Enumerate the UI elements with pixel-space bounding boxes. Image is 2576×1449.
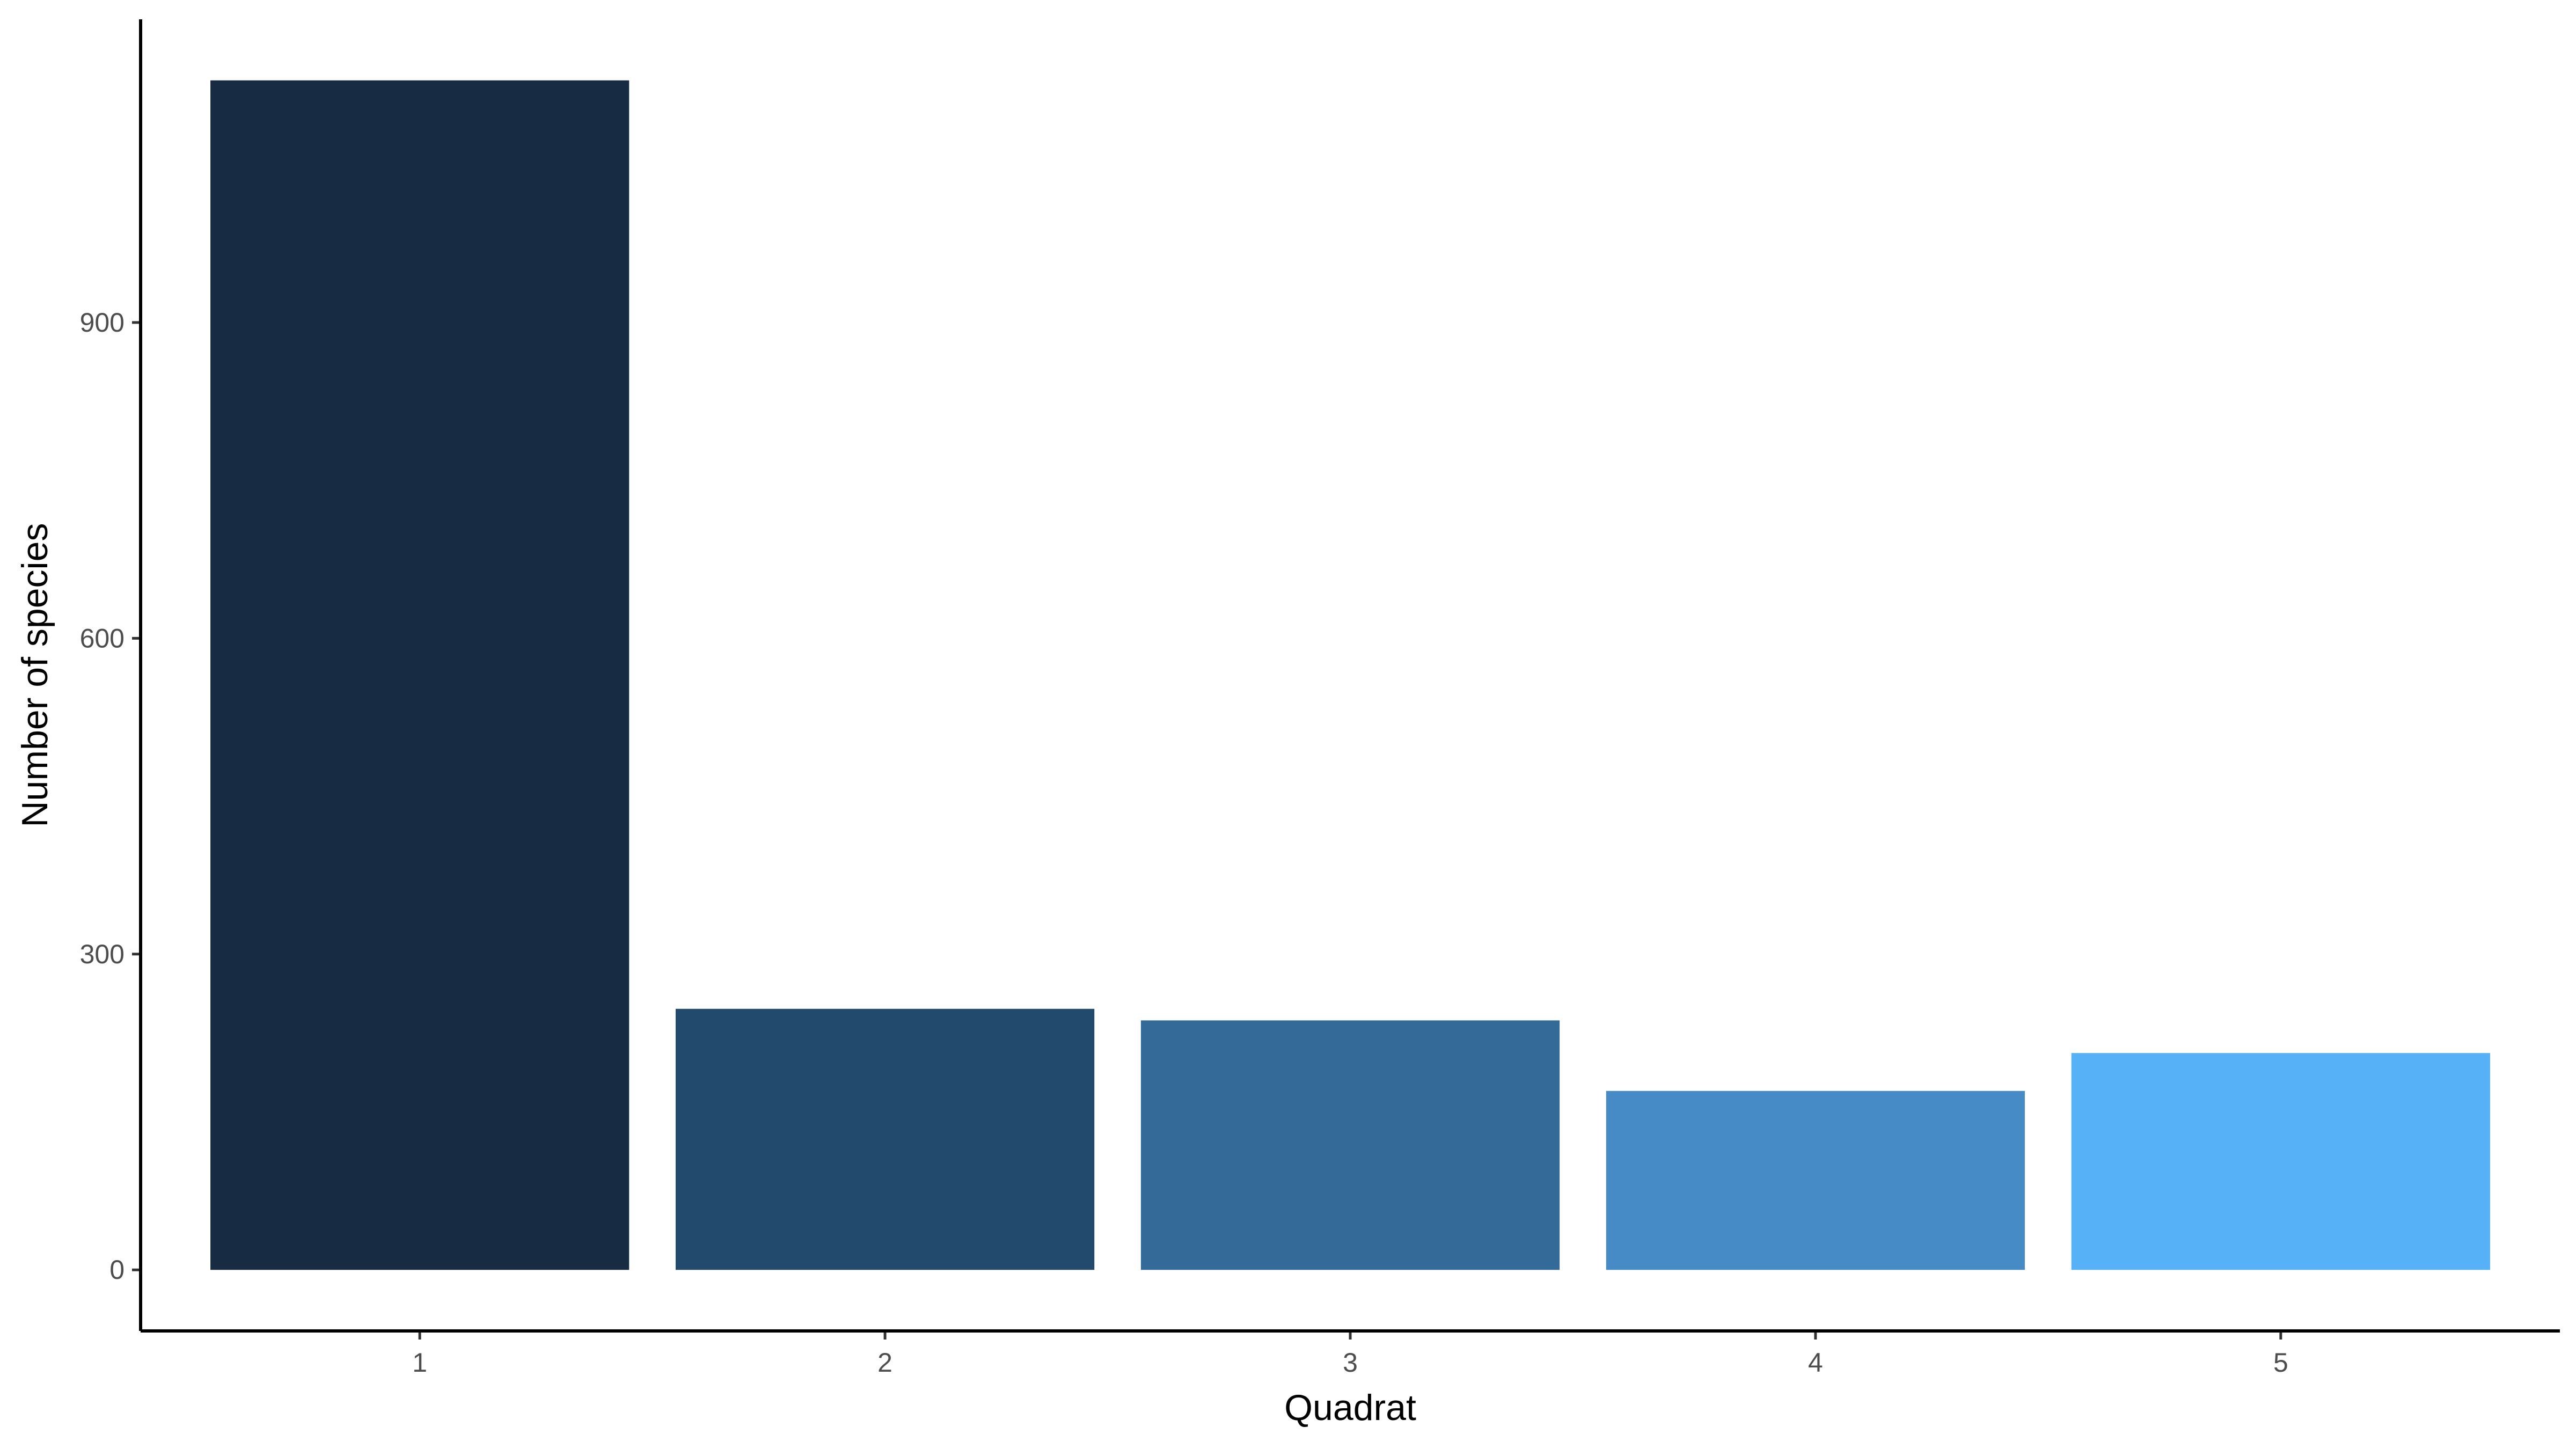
bar-quadrat-4: [1606, 1091, 2025, 1270]
x-tick-label: 4: [1808, 1348, 1823, 1378]
x-axis-title: Quadrat: [1284, 1387, 1416, 1428]
bar-quadrat-5: [2071, 1053, 2490, 1270]
x-tick-label: 5: [2273, 1348, 2288, 1378]
bar-quadrat-1: [210, 80, 630, 1270]
bars-group: [210, 80, 2490, 1270]
y-tick-label: 0: [109, 1255, 125, 1285]
bar-quadrat-2: [675, 1008, 1095, 1270]
x-axis-ticks: 1 2 3 4 5: [412, 1331, 2288, 1378]
bar-quadrat-3: [1140, 1020, 1560, 1270]
y-tick-label: 600: [80, 623, 125, 653]
y-tick-label: 300: [80, 939, 125, 969]
x-tick-label: 2: [877, 1348, 892, 1378]
y-tick-label: 900: [80, 308, 125, 338]
y-axis-title: Number of species: [14, 523, 55, 828]
x-tick-label: 3: [1343, 1348, 1358, 1378]
x-tick-label: 1: [412, 1348, 427, 1378]
y-axis-ticks: 0 300 600 900: [80, 308, 141, 1285]
